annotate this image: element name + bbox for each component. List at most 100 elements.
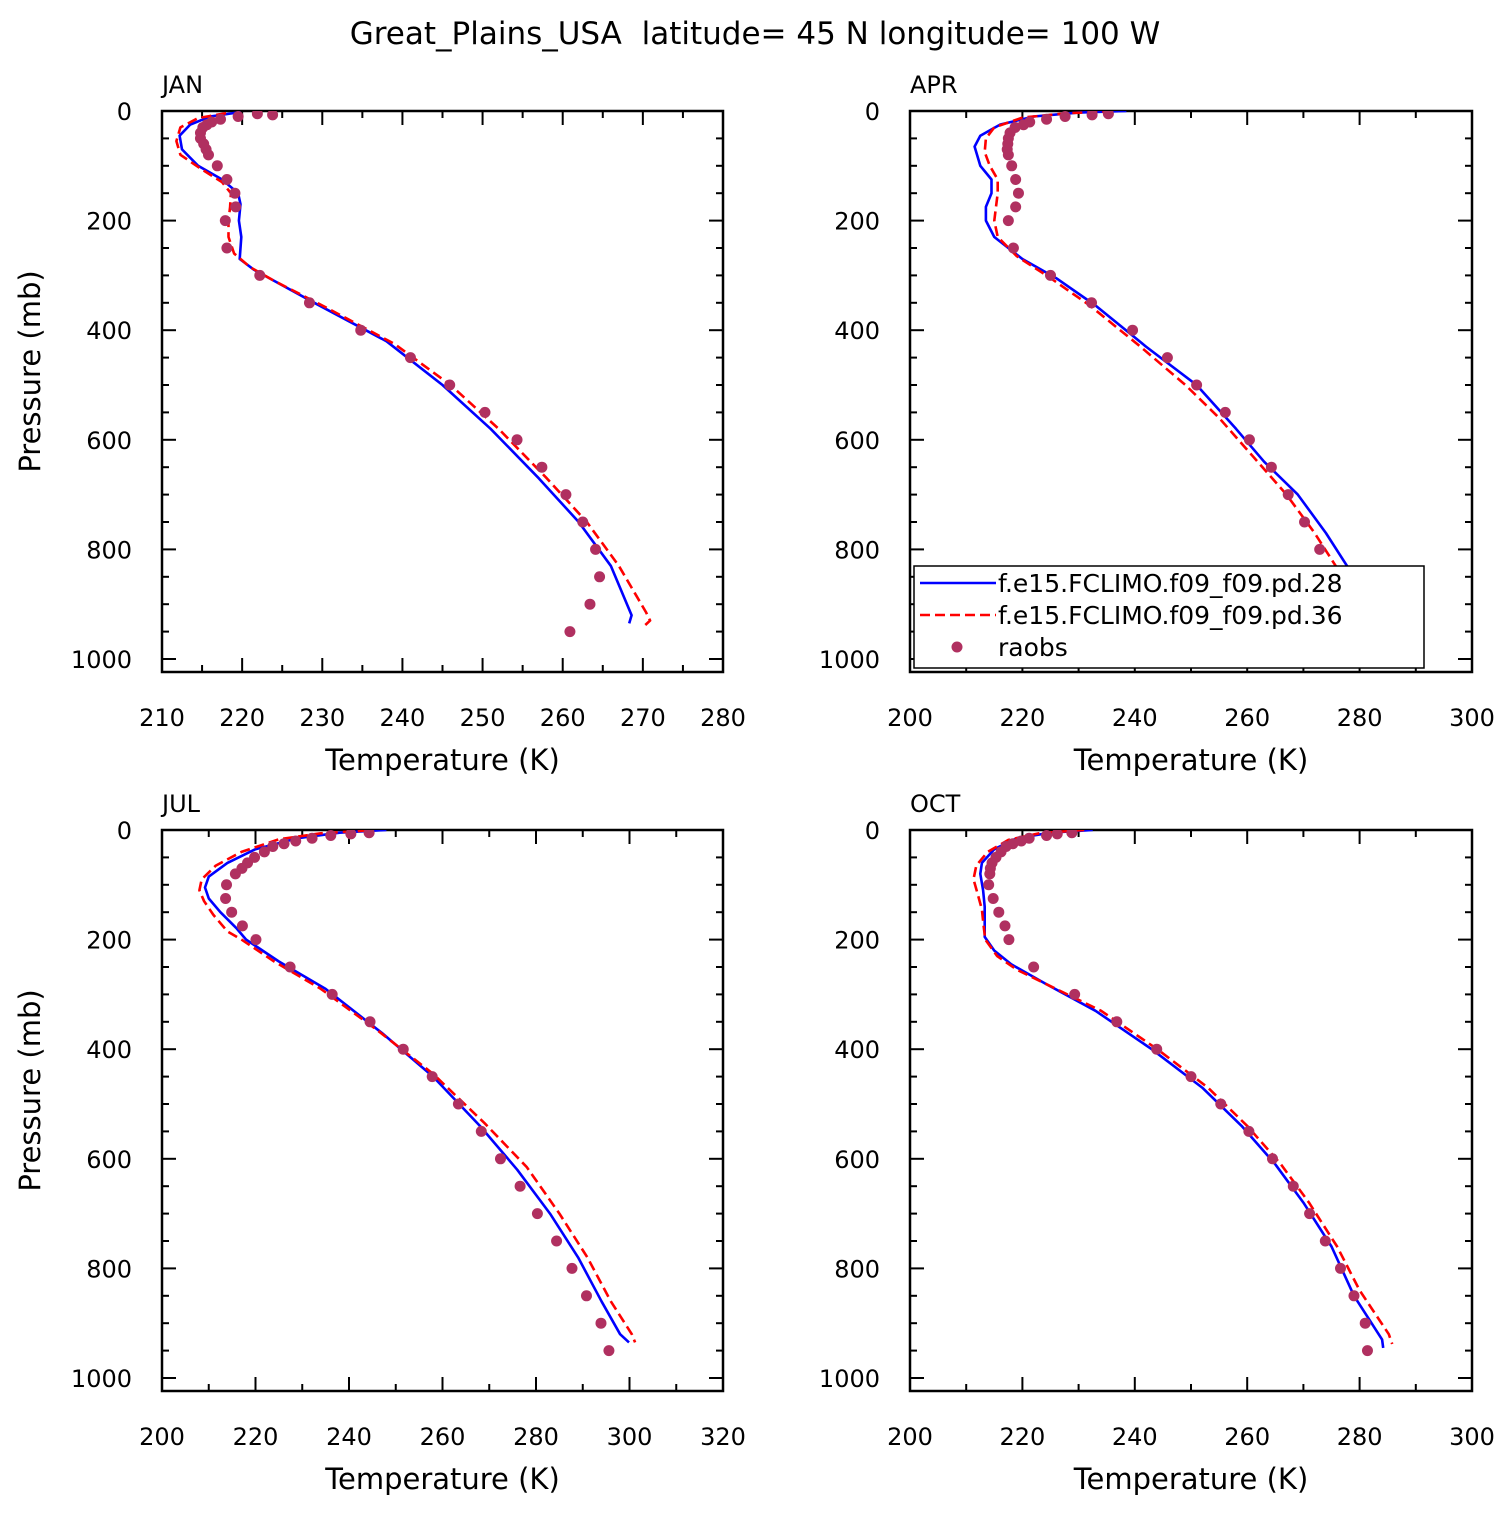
y-tick-label: 400 (86, 1036, 132, 1064)
raobs-point (1015, 835, 1027, 847)
y-tick-label: 200 (86, 927, 132, 955)
x-tick-label: 260 (1224, 704, 1270, 732)
x-tick-label: 270 (620, 704, 666, 732)
raobs-point (1012, 187, 1024, 199)
raobs-point (211, 160, 223, 172)
panel-label-jul: JUL (160, 790, 201, 818)
raobs-point (1007, 242, 1019, 254)
raobs-point (511, 434, 523, 446)
raobs-point (584, 598, 596, 610)
x-tick-label: 260 (540, 704, 586, 732)
series-raobs (220, 830, 615, 1357)
raobs-point (1127, 324, 1139, 336)
panel-label-oct: OCT (910, 790, 961, 818)
raobs-point (1304, 1208, 1316, 1220)
y-tick-label: 800 (86, 536, 132, 564)
raobs-point (1282, 489, 1294, 501)
legend-box (913, 565, 1425, 669)
raobs-point (325, 830, 337, 841)
raobs-point (1243, 1125, 1255, 1137)
x-tick-label: 210 (139, 704, 185, 732)
y-tick-label: 1000 (819, 646, 880, 674)
raobs-point (536, 461, 548, 473)
x-tick-label: 320 (700, 1423, 746, 1451)
raobs-point (1161, 352, 1173, 364)
raobs-point (230, 201, 242, 213)
raobs-point (1243, 434, 1255, 446)
raobs-point (1111, 1016, 1123, 1028)
panel-label-apr: APR (910, 71, 958, 99)
raobs-point (1191, 379, 1203, 391)
plot-frame-jul (160, 828, 725, 1393)
legend-label: f.e15.FCLIMO.f09_f09.pd.36 (998, 601, 1343, 630)
y-axis-title: Pressure (mb) (13, 270, 47, 472)
raobs-point (221, 879, 233, 891)
plot-frame-jan (160, 109, 725, 674)
raobs-point (303, 297, 315, 309)
raobs-point (1002, 149, 1014, 161)
raobs-point (452, 1098, 464, 1110)
raobs-point (987, 893, 999, 904)
series-line-pd28 (979, 830, 1385, 1349)
x-tick-label: 220 (999, 704, 1045, 732)
raobs-point (1041, 830, 1053, 841)
series-line-pd28 (203, 830, 630, 1344)
raobs-point (580, 1290, 592, 1302)
x-tick-label: 240 (1112, 1423, 1158, 1451)
x-tick-label: 240 (326, 1423, 372, 1451)
y-tick-label: 800 (834, 536, 880, 564)
x-tick-label: 200 (139, 1423, 185, 1451)
y-tick-label: 400 (86, 317, 132, 345)
panels: JAN 210 220 230 240 250 260 270 280 0 200 400 600 800… (13, 71, 1495, 1496)
x-tick-label: 200 (887, 704, 933, 732)
raobs-point (560, 489, 572, 501)
raobs-point (577, 516, 589, 528)
series-line-pd36 (198, 830, 637, 1343)
raobs-point (355, 324, 367, 336)
raobs-point (993, 906, 1005, 918)
y-tick-label: 600 (86, 1146, 132, 1174)
series-line-pd28 (178, 111, 633, 624)
x-tick-label: 280 (513, 1423, 559, 1451)
raobs-point (551, 1235, 563, 1247)
series-line-pd28 (973, 111, 1387, 625)
x-tick-label: 230 (299, 704, 345, 732)
raobs-point (984, 868, 996, 880)
x-axis-title: Temperature (K) (1073, 1462, 1309, 1496)
y-tick-label: 200 (834, 208, 880, 236)
y-tick-label: 200 (86, 208, 132, 236)
raobs-point (1069, 988, 1081, 1000)
raobs-point (595, 1317, 607, 1329)
y-tick-label: 0 (865, 98, 880, 126)
raobs-point (1185, 1071, 1197, 1083)
panel-apr: APR 200 220 240 260 280 300 0 200 400 600 800 1000 Te… (819, 71, 1495, 777)
raobs-point (1045, 269, 1056, 281)
raobs-point (1086, 111, 1098, 121)
raobs-point (254, 269, 266, 281)
y-tick-label: 400 (834, 317, 880, 345)
raobs-point (1051, 830, 1063, 840)
x-axis-title: Temperature (K) (324, 1462, 560, 1496)
x-tick-label: 250 (460, 704, 506, 732)
raobs-point (202, 149, 214, 161)
raobs-point (284, 961, 296, 973)
raobs-point (267, 840, 279, 852)
figure-title: Great_Plains_USA latitude= 45 N longitud… (350, 16, 1161, 52)
raobs-point (479, 406, 491, 418)
raobs-point (1010, 201, 1022, 213)
raobs-point (1066, 830, 1078, 839)
y-axis-title: Pressure (mb) (13, 989, 47, 1191)
raobs-point (1334, 1262, 1346, 1274)
panel-oct: OCT 200 220 240 260 280 300 0 200 400 600 800 1000 Te… (819, 790, 1495, 1496)
raobs-point (603, 1345, 615, 1357)
raobs-point (444, 379, 456, 391)
plot-area-jul (198, 830, 637, 1357)
y-tick-label: 400 (834, 1036, 880, 1064)
raobs-point (1359, 1317, 1371, 1329)
x-tick-label: 200 (887, 1423, 933, 1451)
raobs-point (1219, 406, 1231, 418)
raobs-point (397, 1043, 409, 1055)
x-tick-label: 240 (1112, 704, 1158, 732)
series-line-pd36 (983, 111, 1374, 625)
